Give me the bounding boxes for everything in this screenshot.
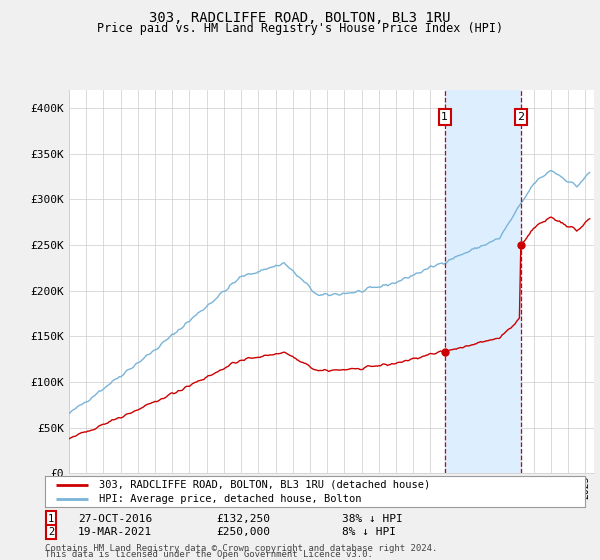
Text: 2: 2: [517, 112, 524, 122]
Text: 38% ↓ HPI: 38% ↓ HPI: [342, 514, 403, 524]
Text: Price paid vs. HM Land Registry's House Price Index (HPI): Price paid vs. HM Land Registry's House …: [97, 22, 503, 35]
Text: 1: 1: [48, 514, 54, 524]
Text: 1: 1: [442, 112, 448, 122]
Text: Contains HM Land Registry data © Crown copyright and database right 2024.: Contains HM Land Registry data © Crown c…: [45, 544, 437, 553]
Text: £132,250: £132,250: [216, 514, 270, 524]
Text: 8% ↓ HPI: 8% ↓ HPI: [342, 527, 396, 537]
Text: 303, RADCLIFFE ROAD, BOLTON, BL3 1RU: 303, RADCLIFFE ROAD, BOLTON, BL3 1RU: [149, 11, 451, 25]
Text: 19-MAR-2021: 19-MAR-2021: [78, 527, 152, 537]
Text: 303, RADCLIFFE ROAD, BOLTON, BL3 1RU (detached house): 303, RADCLIFFE ROAD, BOLTON, BL3 1RU (de…: [99, 479, 430, 489]
Text: This data is licensed under the Open Government Licence v3.0.: This data is licensed under the Open Gov…: [45, 550, 373, 559]
Text: HPI: Average price, detached house, Bolton: HPI: Average price, detached house, Bolt…: [99, 494, 361, 504]
Bar: [445, 90, 521, 473]
Text: 2: 2: [48, 527, 54, 537]
Text: 27-OCT-2016: 27-OCT-2016: [78, 514, 152, 524]
Text: £250,000: £250,000: [216, 527, 270, 537]
